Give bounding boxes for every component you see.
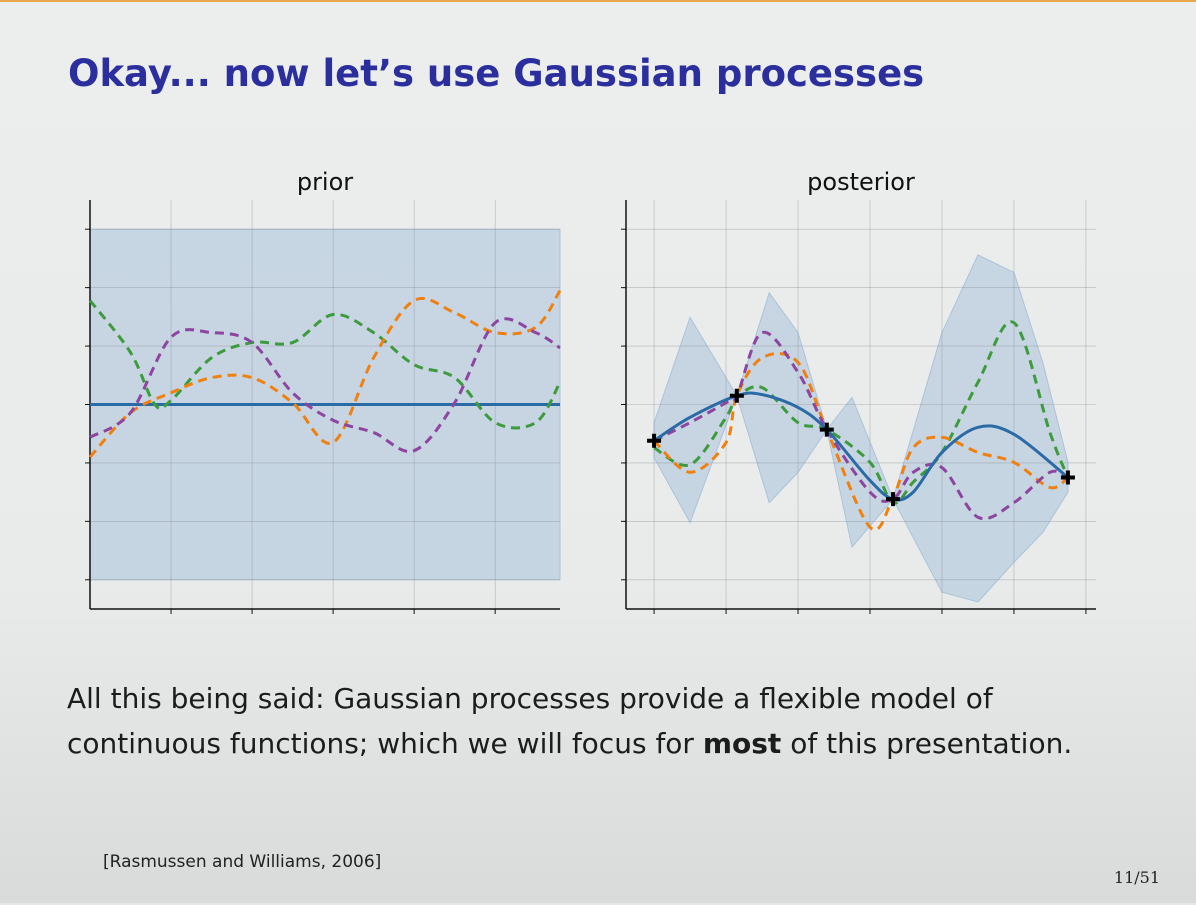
slide-title: Okay... now let’s use Gaussian processes bbox=[68, 52, 925, 95]
series-line bbox=[653, 352, 1069, 532]
series-line bbox=[653, 320, 1070, 505]
series-line bbox=[88, 299, 562, 430]
confidence-band bbox=[653, 254, 1069, 603]
chart-title: posterior bbox=[807, 168, 915, 196]
observation bbox=[647, 433, 662, 448]
body-bold: most bbox=[702, 727, 782, 760]
series-line bbox=[653, 331, 1069, 521]
citation: [Rasmussen and Williams, 2006] bbox=[103, 852, 382, 872]
body-line: All this being said: Gaussian processes … bbox=[67, 682, 993, 715]
observation bbox=[886, 492, 901, 507]
observation bbox=[819, 422, 834, 437]
page-number: 11/51 bbox=[1113, 868, 1160, 887]
series-line bbox=[88, 289, 562, 459]
observation bbox=[729, 388, 744, 403]
observation bbox=[1060, 470, 1075, 485]
body-text: continuous functions; which we will focu… bbox=[67, 727, 703, 760]
body-line: continuous functions; which we will focu… bbox=[67, 727, 1072, 760]
chart-title: prior bbox=[297, 168, 353, 196]
series-line bbox=[89, 317, 561, 453]
body-text: of this presentation. bbox=[781, 727, 1073, 760]
